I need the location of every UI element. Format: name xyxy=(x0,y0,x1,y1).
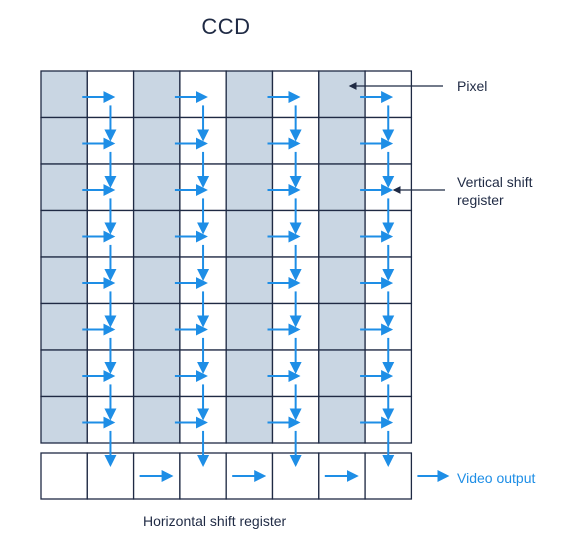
pixel-cell xyxy=(40,256,88,305)
pixel-cell xyxy=(132,302,181,351)
pixel-cell xyxy=(40,209,88,258)
charge-transfer-arrows xyxy=(82,91,450,482)
pixel-cell xyxy=(318,70,366,119)
pixel-cell xyxy=(318,349,366,398)
pixel-cell xyxy=(225,70,274,119)
pixel-cell xyxy=(40,395,88,444)
pixel-cell xyxy=(225,349,274,398)
horizontal-shift-register-label: Horizontal shift register xyxy=(143,513,287,529)
pixel-grid xyxy=(40,70,413,444)
pixel-cell xyxy=(318,256,366,305)
pixel-cell xyxy=(318,116,366,165)
pixel-cell xyxy=(40,302,88,351)
pixel-cell xyxy=(132,395,181,444)
vertical-shift-register-label-line2: register xyxy=(457,192,504,208)
pixel-cell xyxy=(225,116,274,165)
pixel-cell xyxy=(132,209,181,258)
diagram-title: CCD xyxy=(201,14,251,39)
vertical-shift-register-label-line1: Vertical shift xyxy=(457,174,533,190)
horizontal-register-cell xyxy=(40,452,88,500)
pixel-cell xyxy=(132,163,181,212)
horizontal-register-cell xyxy=(86,452,135,500)
video-output-label: Video output xyxy=(457,470,536,486)
label-pointers xyxy=(348,82,445,194)
pixel-cell xyxy=(225,209,274,258)
pixel-cell xyxy=(132,116,181,165)
horizontal-register xyxy=(40,452,413,500)
pixel-cell xyxy=(40,70,88,119)
pixel-cell xyxy=(225,395,274,444)
pixel-cell xyxy=(318,395,366,444)
pixel-cell xyxy=(40,349,88,398)
pixel-cell xyxy=(318,163,366,212)
pixel-cell xyxy=(225,302,274,351)
pixel-cell xyxy=(318,302,366,351)
pixel-cell xyxy=(225,163,274,212)
pixel-cell xyxy=(132,70,181,119)
pixel-cell xyxy=(225,256,274,305)
pixel-cell xyxy=(132,349,181,398)
pixel-cell xyxy=(132,256,181,305)
pixel-cell xyxy=(40,116,88,165)
pixel-label: Pixel xyxy=(457,78,488,94)
pixel-cell xyxy=(40,163,88,212)
vertical-shift-register-label: Vertical shift register xyxy=(457,173,532,209)
pixel-cell xyxy=(318,209,366,258)
